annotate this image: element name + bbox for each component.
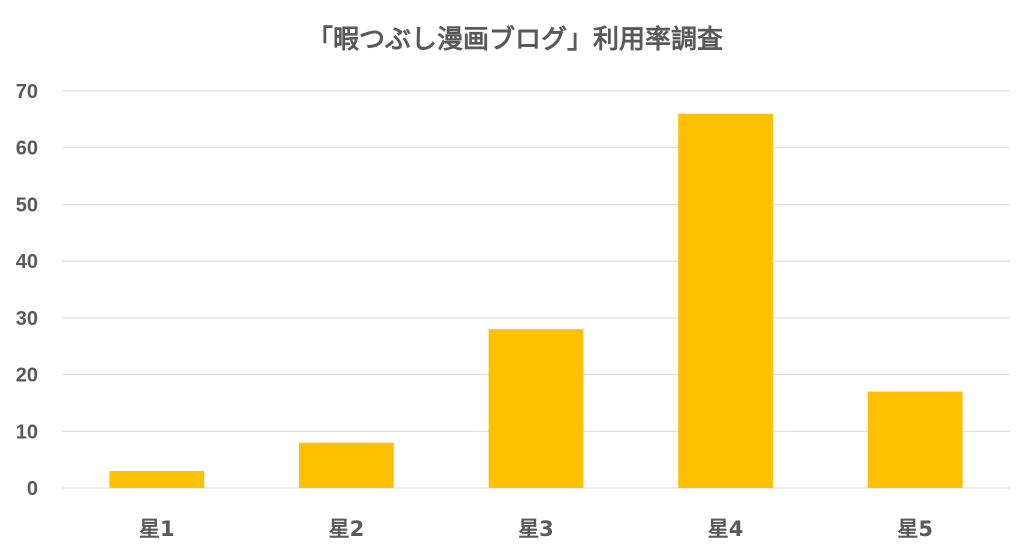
y-tick-label: 60 [16, 138, 38, 160]
y-tick-label: 0 [27, 478, 38, 500]
x-tick-label: 星4 [708, 517, 744, 541]
x-tick-label: 星2 [329, 517, 365, 541]
y-axis-ticks: 0 10 20 30 40 50 60 70 [16, 81, 38, 500]
bar [109, 470, 205, 488]
x-axis-ticks: 星1 星2 星3 星4 星5 [139, 517, 933, 541]
chart-title: 「暇つぶし漫画ブログ」利用率調査 [307, 24, 723, 55]
bar [867, 391, 963, 488]
y-tick-label: 50 [16, 194, 38, 216]
x-tick-label: 星5 [897, 517, 933, 541]
bar [678, 113, 773, 488]
x-tick-label: 星3 [518, 517, 554, 541]
y-tick-label: 30 [16, 308, 38, 330]
y-tick-label: 40 [16, 251, 38, 273]
y-tick-label: 10 [16, 421, 38, 443]
bar [299, 442, 394, 488]
bar [488, 329, 584, 488]
y-tick-label: 70 [16, 81, 38, 103]
x-tick-label: 星1 [139, 517, 175, 541]
y-tick-label: 20 [16, 365, 38, 387]
bars [109, 113, 963, 488]
